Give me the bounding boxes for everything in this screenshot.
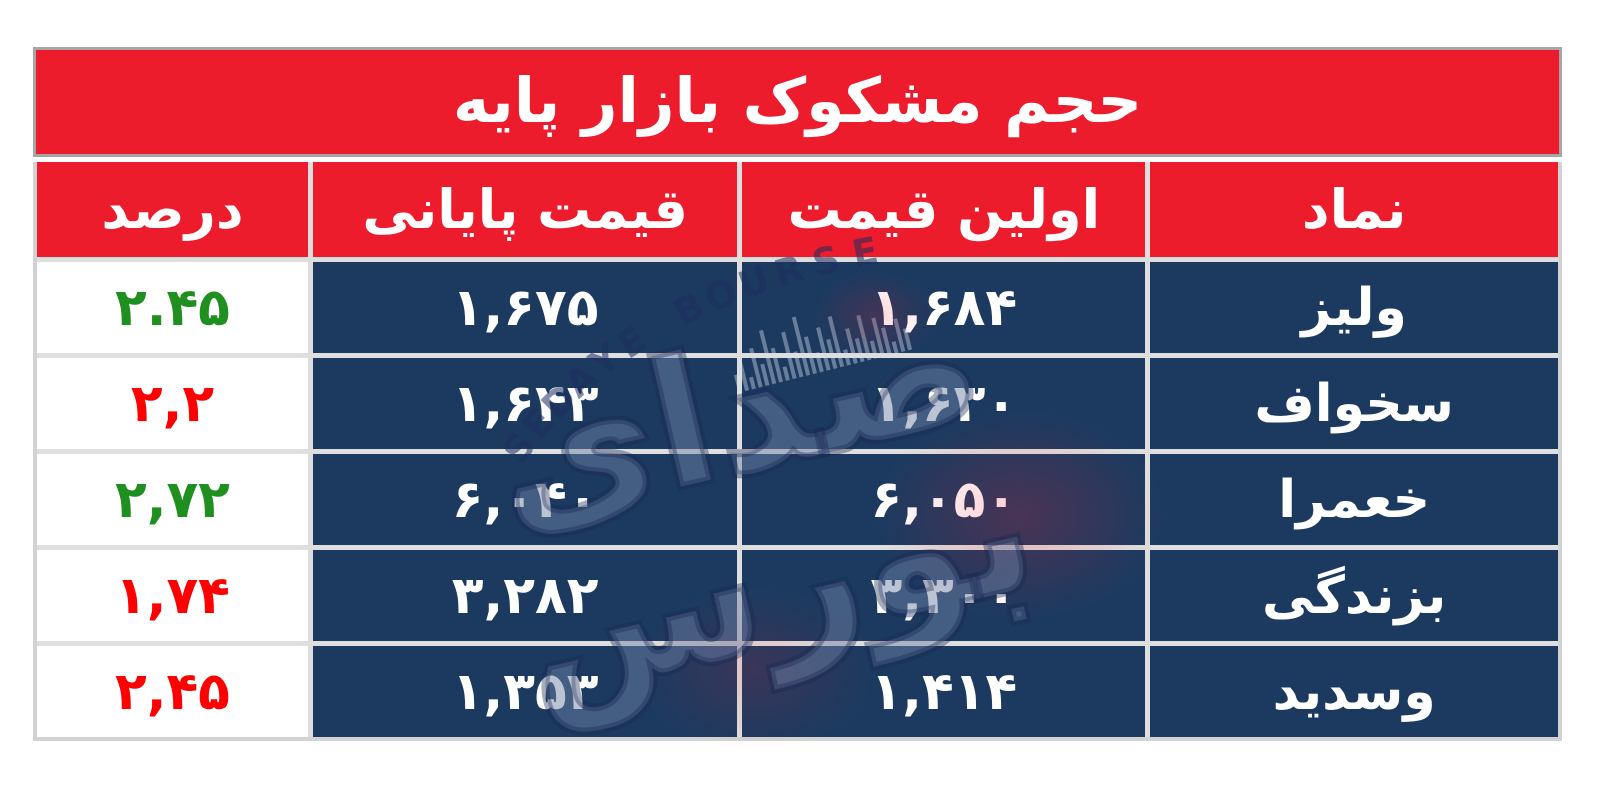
- first_price-cell: ۳,۳۰۰: [742, 550, 1146, 641]
- close_price-cell: ۱,۶۴۳: [312, 358, 738, 449]
- symbol-cell: ولیز: [1150, 262, 1558, 353]
- column-header-close_price: قیمت پایانی: [312, 162, 738, 257]
- first_price-cell: ۱,۶۳۰: [742, 358, 1146, 449]
- close_price-cell: ۶,۰۴۰: [312, 454, 738, 545]
- percent-cell: ۲,۴۵: [37, 646, 308, 737]
- table-grid: نماد اولین قیمت قیمت پایانی درصد ولیز ۱,۶۸۴ ۱,…: [33, 162, 1562, 741]
- table-title: حجم مشکوک بازار پایه: [33, 47, 1562, 157]
- percent-cell: ۲.۴۵: [37, 262, 308, 353]
- symbol-cell: بزندگی: [1150, 550, 1558, 641]
- suspicious-volume-table: حجم مشکوک بازار پایه نماد اولین قیمت قیمت …: [33, 47, 1562, 741]
- percent-cell: ۲,۲: [37, 358, 308, 449]
- first_price-cell: ۶,۰۵۰: [742, 454, 1146, 545]
- first_price-cell: ۱,۶۸۴: [742, 262, 1146, 353]
- close_price-cell: ۱,۳۵۳: [312, 646, 738, 737]
- percent-cell: ۱,۷۴: [37, 550, 308, 641]
- first_price-cell: ۱,۴۱۴: [742, 646, 1146, 737]
- column-header-first_price: اولین قیمت: [742, 162, 1146, 257]
- column-header-percent: درصد: [37, 162, 308, 257]
- column-header-symbol: نماد: [1150, 162, 1558, 257]
- percent-cell: ۲,۷۲: [37, 454, 308, 545]
- symbol-cell: سخواف: [1150, 358, 1558, 449]
- symbol-cell: وسدید: [1150, 646, 1558, 737]
- symbol-cell: خعمرا: [1150, 454, 1558, 545]
- close_price-cell: ۳,۲۸۲: [312, 550, 738, 641]
- close_price-cell: ۱,۶۷۵: [312, 262, 738, 353]
